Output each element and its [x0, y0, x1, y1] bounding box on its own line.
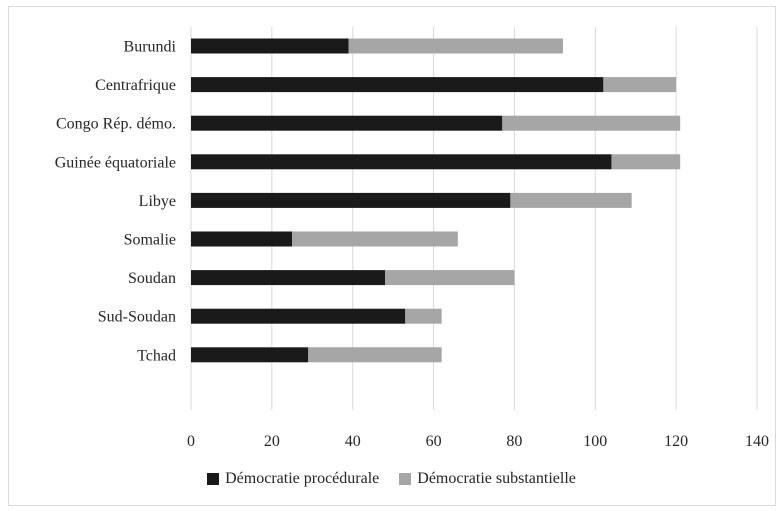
bar-guinee-equatoriale-substantielle	[611, 154, 681, 170]
legend-item-substantielle: Démocratie substantielle	[399, 470, 576, 488]
bar-libye-procedurale	[191, 192, 511, 208]
category-label-somalie: Somalie	[124, 232, 176, 249]
bar-tchad-procedurale	[191, 347, 309, 363]
bar-centrafrique-procedurale	[191, 77, 604, 93]
bar-burundi-substantielle	[348, 38, 563, 54]
bar-burundi-procedurale	[191, 38, 349, 54]
category-label-burundi: Burundi	[124, 39, 177, 56]
x-tick-140: 140	[745, 433, 769, 450]
bar-sud-soudan-substantielle	[405, 308, 442, 324]
bar-tchad-substantielle	[308, 347, 442, 363]
bar-centrafrique-substantielle	[603, 77, 677, 93]
legend-label-procedurale: Démocratie procédurale	[225, 470, 380, 487]
x-tick-labels: 0 20 40 60 80 100 120 140	[187, 433, 769, 450]
x-tick-20: 20	[264, 433, 280, 450]
category-label-congo-rep-demo: Congo Rép. démo.	[56, 116, 176, 133]
x-tick-100: 100	[583, 433, 607, 450]
x-tick-120: 120	[664, 433, 688, 450]
bar-libye-substantielle	[510, 192, 632, 208]
bars	[191, 38, 681, 363]
bar-somalie-substantielle	[292, 231, 458, 247]
x-tick-60: 60	[426, 433, 442, 450]
category-labels: Burundi Centrafrique Congo Rép. démo. Guiné…	[55, 39, 177, 365]
bar-congo-rep-demo-substantielle	[502, 115, 681, 131]
bar-soudan-procedurale	[191, 270, 386, 286]
legend-item-procedurale: Démocratie procédurale	[207, 470, 379, 488]
bar-congo-rep-demo-procedurale	[191, 115, 503, 131]
x-tick-40: 40	[345, 433, 361, 450]
legend-label-substantielle: Démocratie substantielle	[417, 470, 576, 487]
x-tick-0: 0	[187, 433, 195, 450]
legend-swatch-procedurale	[207, 473, 220, 485]
category-label-guinee-equatoriale: Guinée équatoriale	[55, 154, 176, 171]
bar-guinee-equatoriale-procedurale	[191, 154, 612, 170]
legend: Démocratie procédurale Démocratie substa…	[0, 470, 783, 490]
category-label-tchad: Tchad	[137, 347, 176, 364]
category-label-sud-soudan: Sud-Soudan	[98, 309, 176, 326]
legend-swatch-substantielle	[399, 473, 412, 485]
bar-soudan-substantielle	[385, 270, 515, 286]
bar-sud-soudan-procedurale	[191, 308, 406, 324]
category-label-soudan: Soudan	[128, 270, 176, 287]
bar-somalie-procedurale	[191, 231, 293, 247]
x-tick-80: 80	[506, 433, 522, 450]
category-label-libye: Libye	[139, 193, 176, 210]
category-label-centrafrique: Centrafrique	[95, 77, 176, 94]
